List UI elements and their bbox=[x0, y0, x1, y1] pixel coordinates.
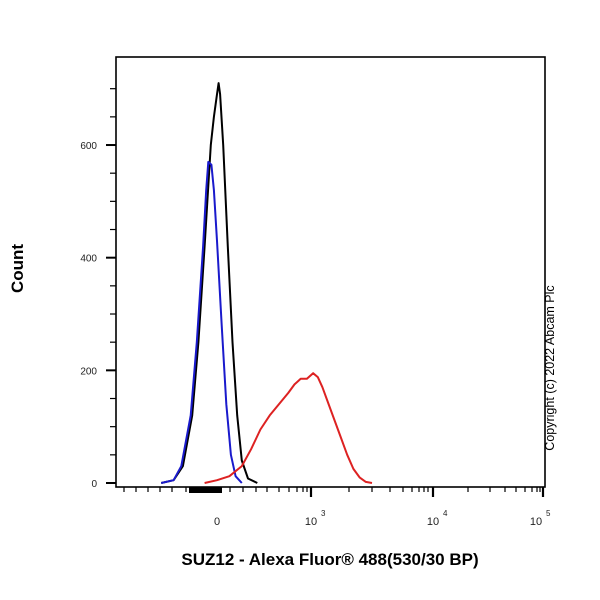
y-tick-label: 400 bbox=[80, 254, 97, 265]
x-tick-exponent: 5 bbox=[546, 509, 551, 518]
y-axis-label: Count bbox=[8, 243, 27, 293]
histogram-curves bbox=[160, 82, 373, 484]
series-curve bbox=[160, 160, 243, 484]
y-tick-label: 200 bbox=[80, 366, 97, 377]
x-tick-label: 0 bbox=[214, 516, 220, 528]
y-tick-label: 0 bbox=[91, 479, 97, 490]
plot-frame bbox=[115, 56, 546, 488]
copyright-notice: Copyright (c) 2022 Abcam Plc bbox=[543, 285, 557, 451]
x-tick-label: 10 bbox=[305, 516, 317, 528]
series-curve bbox=[204, 372, 373, 484]
x-axis-ticks: 0 10 3 10 4 10 5 bbox=[123, 487, 551, 528]
x-tick-exponent: 3 bbox=[321, 509, 326, 518]
y-tick-label: 600 bbox=[80, 141, 97, 152]
x-axis-label: SUZ12 - Alexa Fluor® 488(530/30 BP) bbox=[181, 550, 479, 569]
series-curve bbox=[160, 82, 258, 484]
x-tick-exponent: 4 bbox=[443, 509, 448, 518]
x-tick-label: 10 bbox=[530, 516, 542, 528]
x-tick-label: 10 bbox=[427, 516, 439, 528]
y-axis-ticks: 0 200 400 600 bbox=[80, 88, 116, 490]
